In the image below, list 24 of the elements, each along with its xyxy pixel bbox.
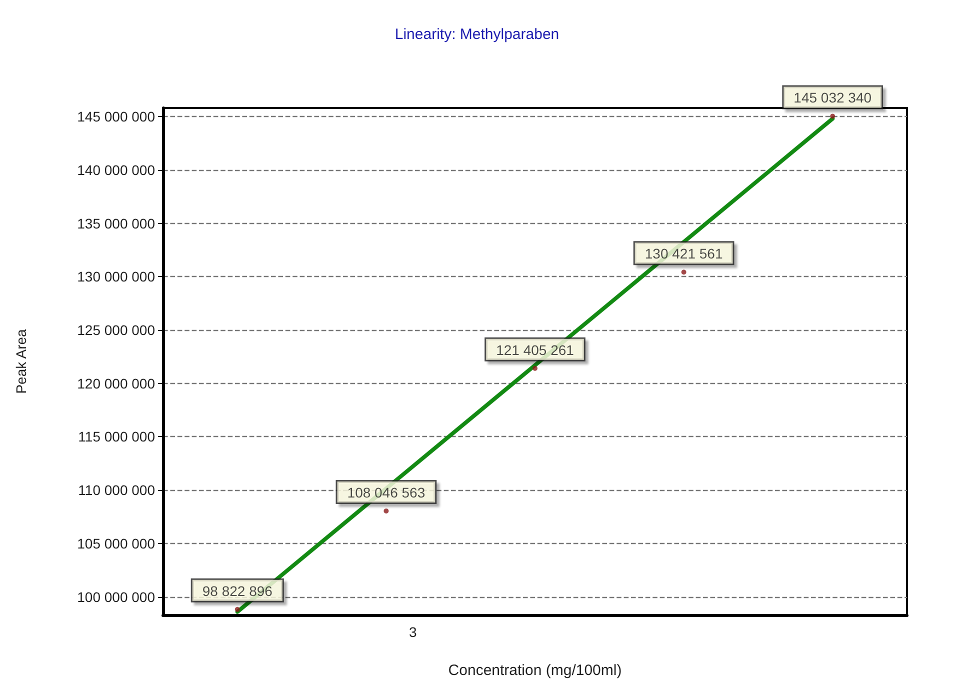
- data-label: 121 405 261: [496, 342, 574, 358]
- y-tick-label: 110 000 000: [78, 482, 156, 498]
- point: [384, 508, 389, 514]
- text: 3: [409, 624, 417, 640]
- point: [830, 114, 836, 119]
- point: [681, 270, 686, 275]
- y-tick-label: 100 000 000: [77, 588, 156, 605]
- x-axis-title: Concentration (mg/100ml): [448, 662, 622, 679]
- y-tick-label: 120 000 000: [77, 375, 156, 392]
- y-tick-label: 140 000 000: [77, 162, 156, 178]
- chart-title: Linearity: Methylparaben: [394, 26, 560, 43]
- point: [234, 606, 240, 612]
- data-label: 98 822 896: [202, 582, 273, 599]
- point: [532, 366, 538, 371]
- data-label: 145 032 340: [794, 90, 872, 106]
- y-tick-label: 105 000 000: [77, 535, 156, 552]
- y-tick-label: 130 000 000: [77, 268, 156, 285]
- y-tick-label: 135 000 000: [77, 215, 156, 232]
- y-tick-label: 125 000 000: [77, 322, 156, 338]
- y-tick-label: 145 000 000: [77, 108, 156, 125]
- y-tick-label: 115 000 000: [78, 428, 156, 445]
- y-axis-title: Peak Area: [13, 328, 29, 394]
- data-label: 108 046 563: [347, 484, 426, 500]
- data-label: 130 421 561: [644, 246, 723, 262]
